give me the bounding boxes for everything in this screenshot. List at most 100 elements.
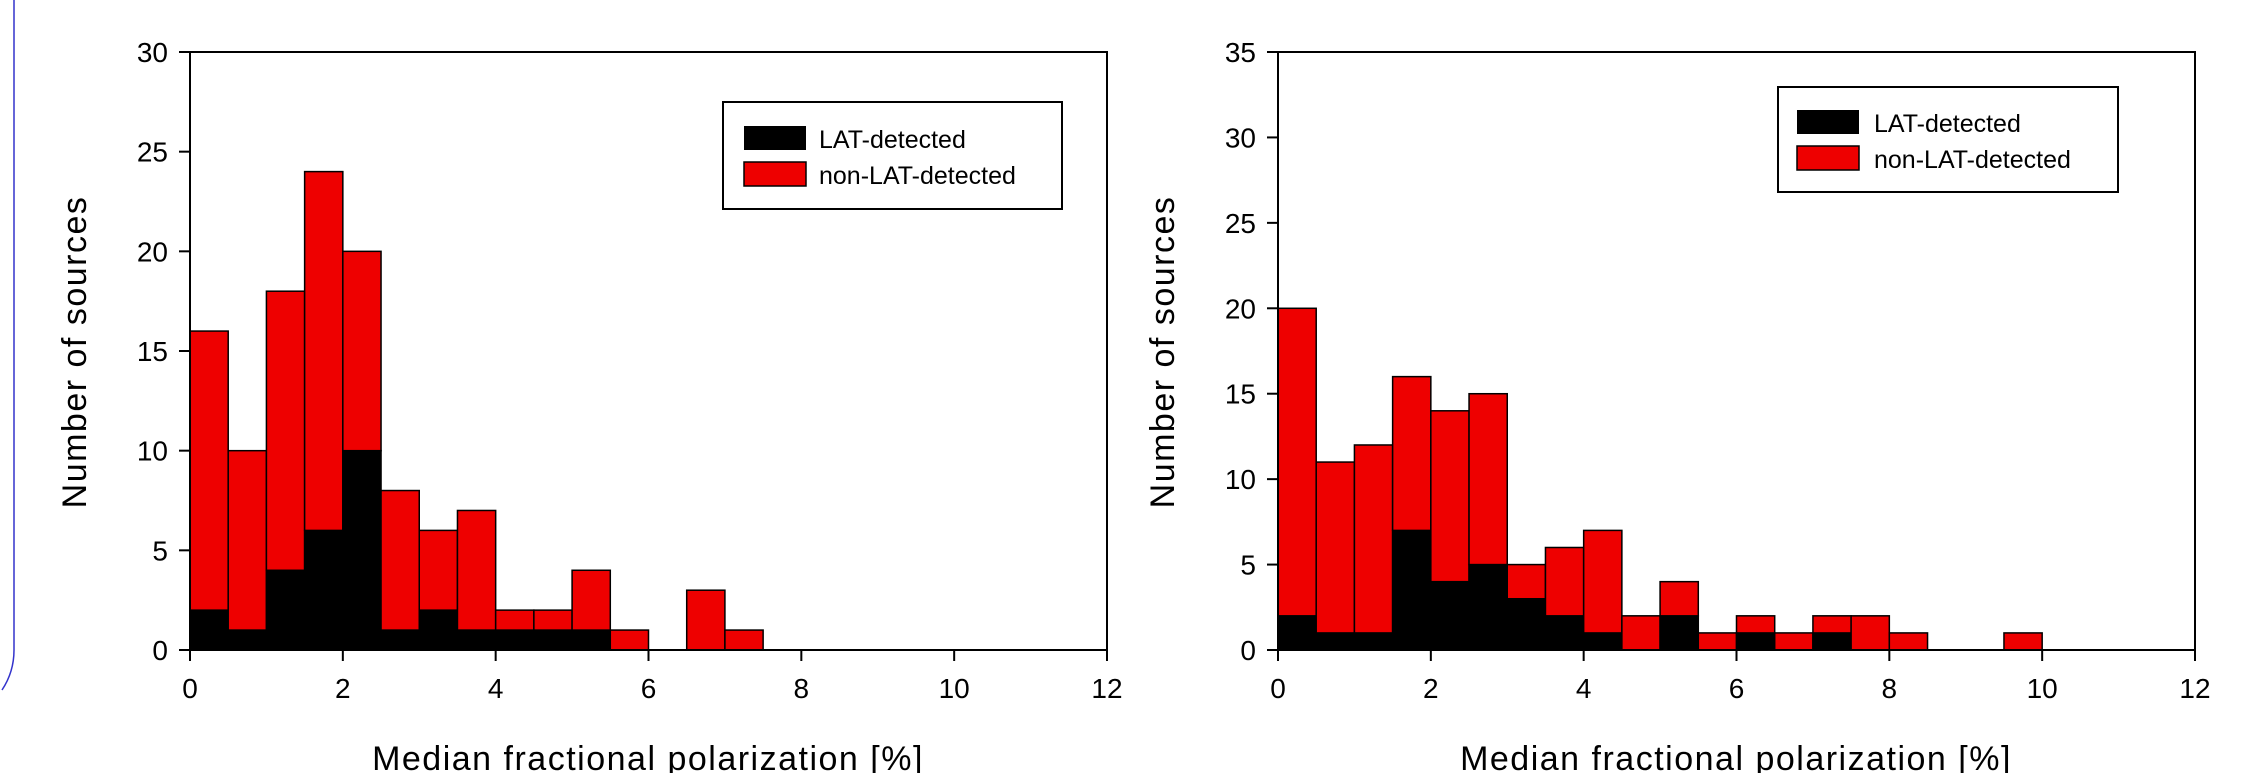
x-tick-label: 12 bbox=[1091, 673, 1122, 704]
y-tick-label: 35 bbox=[1225, 37, 1256, 68]
legend: LAT-detected non-LAT-detected bbox=[1777, 86, 2119, 193]
bar-non-lat-detected bbox=[265, 290, 306, 572]
legend-swatch-nonlat bbox=[1796, 145, 1860, 171]
x-tick-label: 8 bbox=[794, 673, 810, 704]
y-tick-label: 20 bbox=[1225, 293, 1256, 324]
y-axis-title: Number of sources bbox=[56, 196, 94, 509]
legend-label-lat: LAT-detected bbox=[1874, 110, 2021, 138]
x-tick-label: 2 bbox=[335, 673, 351, 704]
bar-lat-detected bbox=[1391, 529, 1432, 651]
y-tick-label: 15 bbox=[1225, 379, 1256, 410]
legend-swatch-lat bbox=[744, 126, 806, 150]
bars bbox=[189, 170, 764, 651]
bar-non-lat-detected bbox=[418, 529, 459, 611]
bar-non-lat-detected bbox=[1353, 444, 1394, 634]
legend-swatch-lat bbox=[1797, 110, 1859, 134]
legend-swatch-nonlat bbox=[743, 161, 807, 187]
x-tick-label: 12 bbox=[2179, 673, 2210, 704]
bar-non-lat-detected bbox=[1468, 392, 1508, 566]
bar-non-lat-detected bbox=[1812, 615, 1852, 634]
bar-non-lat-detected bbox=[1582, 529, 1623, 634]
legend-box bbox=[722, 101, 1063, 210]
bar-lat-detected bbox=[1659, 615, 1700, 651]
bar-lat-detected bbox=[494, 629, 535, 651]
bar-non-lat-detected bbox=[1506, 563, 1547, 600]
bar-lat-detected bbox=[571, 629, 612, 651]
bar-non-lat-detected bbox=[1773, 632, 1814, 651]
bar-lat-detected bbox=[227, 629, 268, 651]
bar-lat-detected bbox=[418, 609, 459, 651]
bar-lat-detected bbox=[1544, 615, 1585, 651]
bar-lat-detected bbox=[1812, 632, 1852, 651]
bar-non-lat-detected bbox=[1430, 410, 1470, 583]
bar-non-lat-detected bbox=[571, 569, 612, 631]
y-tick-label: 30 bbox=[137, 37, 168, 68]
page-border-decoration bbox=[1, 0, 15, 691]
legend-label-lat: LAT-detected bbox=[819, 126, 966, 154]
x-tick-label: 4 bbox=[488, 673, 504, 704]
x-tick-label: 10 bbox=[2027, 673, 2058, 704]
y-tick-label: 20 bbox=[137, 236, 168, 267]
bar-lat-detected bbox=[265, 569, 306, 651]
bars bbox=[1277, 307, 2043, 651]
y-tick-label: 25 bbox=[137, 137, 168, 168]
bar-lat-detected bbox=[1506, 597, 1547, 651]
legend: LAT-detected non-LAT-detected bbox=[722, 101, 1063, 210]
bar-non-lat-detected bbox=[303, 170, 344, 532]
x-tick-label: 2 bbox=[1423, 673, 1439, 704]
y-tick-label: 5 bbox=[1240, 550, 1256, 581]
bar-non-lat-detected bbox=[1850, 615, 1891, 651]
bar-non-lat-detected bbox=[685, 589, 726, 651]
bar-lat-detected bbox=[1468, 563, 1508, 651]
bar-non-lat-detected bbox=[1277, 307, 1317, 617]
bar-lat-detected bbox=[456, 629, 497, 651]
y-tick-label: 15 bbox=[137, 336, 168, 367]
bar-non-lat-detected bbox=[494, 609, 535, 631]
y-tick-label: 25 bbox=[1225, 208, 1256, 239]
y-tick-label: 0 bbox=[1240, 635, 1256, 666]
bar-non-lat-detected bbox=[456, 509, 497, 631]
bar-non-lat-detected bbox=[189, 330, 229, 611]
bar-lat-detected bbox=[1430, 580, 1470, 651]
bar-non-lat-detected bbox=[1544, 546, 1585, 617]
bar-non-lat-detected bbox=[724, 629, 764, 651]
legend-box bbox=[1777, 86, 2119, 193]
bar-non-lat-detected bbox=[1888, 632, 1929, 651]
x-tick-label: 10 bbox=[939, 673, 970, 704]
x-axis-title: Median fractional polarization [%] bbox=[372, 740, 924, 773]
x-tick-label: 0 bbox=[1270, 673, 1286, 704]
ticks: 0 2 4 6 8 10 12 0 5 10 15 20 25 30 35 bbox=[1225, 37, 2211, 704]
y-tick-label: 10 bbox=[1225, 464, 1256, 495]
bar-non-lat-detected bbox=[380, 489, 420, 631]
x-tick-label: 6 bbox=[1729, 673, 1745, 704]
y-tick-label: 30 bbox=[1225, 122, 1256, 153]
bar-non-lat-detected bbox=[342, 250, 382, 452]
bar-non-lat-detected bbox=[1735, 615, 1776, 634]
bar-non-lat-detected bbox=[1391, 375, 1432, 532]
x-tick-label: 8 bbox=[1882, 673, 1898, 704]
legend-label-nonlat: non-LAT-detected bbox=[1874, 146, 2071, 174]
x-tick-label: 6 bbox=[641, 673, 657, 704]
bar-lat-detected bbox=[533, 629, 573, 651]
histogram-right: Number of sources Median fractional pola… bbox=[1144, 37, 2211, 773]
y-tick-label: 10 bbox=[137, 436, 168, 467]
bar-lat-detected bbox=[189, 609, 229, 651]
bar-non-lat-detected bbox=[1659, 580, 1700, 617]
x-axis-title: Median fractional polarization [%] bbox=[1460, 740, 2012, 773]
y-axis-title: Number of sources bbox=[1144, 196, 1182, 509]
bar-non-lat-detected bbox=[227, 449, 268, 631]
bar-lat-detected bbox=[1353, 632, 1394, 651]
bar-lat-detected bbox=[380, 629, 420, 651]
histogram-left: Number of sources Median fractional pola… bbox=[56, 37, 1123, 773]
bar-lat-detected bbox=[303, 529, 344, 651]
x-tick-label: 0 bbox=[182, 673, 198, 704]
bar-non-lat-detected bbox=[1315, 461, 1356, 634]
bar-non-lat-detected bbox=[533, 609, 573, 631]
bar-non-lat-detected bbox=[1621, 615, 1661, 651]
legend-label-nonlat: non-LAT-detected bbox=[819, 162, 1016, 190]
ticks: 0 2 4 6 8 10 12 0 5 10 15 20 25 30 bbox=[137, 37, 1123, 704]
x-tick-label: 4 bbox=[1576, 673, 1592, 704]
bar-lat-detected bbox=[1277, 615, 1317, 651]
bar-lat-detected bbox=[1315, 632, 1356, 651]
